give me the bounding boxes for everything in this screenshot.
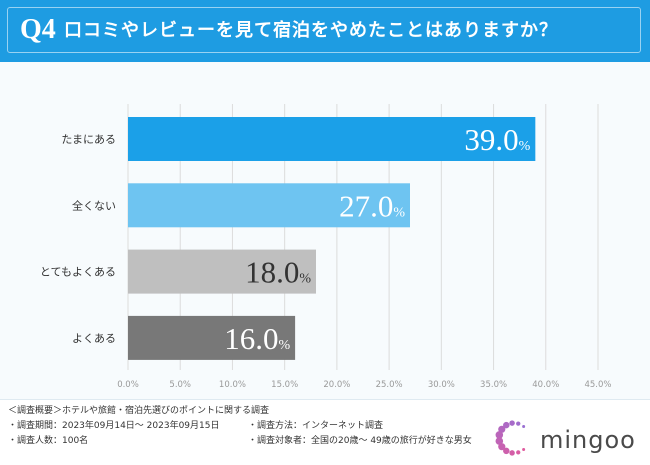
value-number: 39.0 — [464, 122, 518, 157]
logo-dot — [503, 421, 510, 429]
survey-overview: ＜調査概要＞ホテルや旅館・宿泊先選びのポイントに関する調査 — [8, 406, 270, 416]
logo-dot — [522, 425, 526, 429]
value-number: 27.0 — [339, 188, 393, 223]
logo-dot — [495, 431, 504, 439]
category-label: とてもよくある — [40, 266, 116, 279]
question-title: 口コミやレビューを見て宿泊をやめたことはありますか？ — [64, 20, 558, 41]
value-unit: % — [278, 338, 290, 353]
header-bar: Q4 口コミやレビューを見て宿泊をやめたことはありますか？ — [0, 0, 650, 62]
logo-dot — [498, 443, 506, 451]
x-tick-label: 5.0% — [169, 380, 191, 390]
bar-3 — [128, 249, 316, 294]
value-label: 27.0% — [339, 188, 405, 223]
survey-method: ・調査方法：インターネット調査 — [248, 421, 384, 431]
bar-1 — [128, 117, 536, 161]
x-tick-label: 30.0% — [428, 380, 455, 390]
category-label: 全くない — [72, 198, 116, 212]
bar-4 — [128, 315, 296, 360]
bar-chart: 0.0% 5.0% 10.0% 15.0% 20.0% 25.0% 30.0% 35.0% 40… — [40, 104, 612, 390]
logo-dot — [522, 447, 526, 451]
x-tick-label: 0.0% — [117, 380, 139, 390]
logo-dot — [516, 450, 521, 455]
header-frame — [7, 7, 641, 53]
question-number: Q4 — [20, 14, 56, 45]
value-label: 16.0% — [224, 321, 290, 356]
x-tick-label: 40.0% — [532, 380, 559, 390]
value-label: 39.0% — [464, 122, 530, 157]
mingoo-logo-text: mingoo — [540, 426, 636, 454]
x-tick-label: 15.0% — [271, 380, 298, 390]
value-number: 16.0 — [224, 321, 278, 356]
survey-target: ・調査対象者：全国の20歳～ 49歳の旅行が好きな男女 — [248, 436, 472, 446]
mingoo-logo-icon — [495, 420, 526, 456]
value-label: 18.0% — [245, 255, 311, 290]
logo-dot — [516, 421, 521, 426]
value-unit: % — [519, 139, 531, 154]
value-number: 18.0 — [245, 255, 299, 290]
value-unit: % — [299, 272, 311, 287]
logo-dot — [509, 450, 515, 456]
logo-dot — [495, 437, 504, 445]
category-label: たまにある — [61, 133, 116, 146]
x-tick-label: 10.0% — [219, 380, 246, 390]
x-tick-label: 25.0% — [376, 380, 403, 390]
category-label: よくある — [72, 332, 116, 345]
x-tick-label: 45.0% — [584, 380, 611, 390]
survey-period: ・調査期間：2023年09月14日～ 2023年09月15日 — [8, 421, 220, 431]
logo-dot — [509, 420, 515, 426]
bar-2 — [128, 183, 410, 228]
x-tick-label: 35.0% — [480, 380, 507, 390]
value-unit: % — [393, 205, 405, 220]
survey-count: ・調査人数：100名 — [8, 436, 89, 446]
x-tick-label: 20.0% — [323, 380, 350, 390]
logo-dot — [498, 425, 506, 433]
logo-dot — [503, 447, 510, 455]
